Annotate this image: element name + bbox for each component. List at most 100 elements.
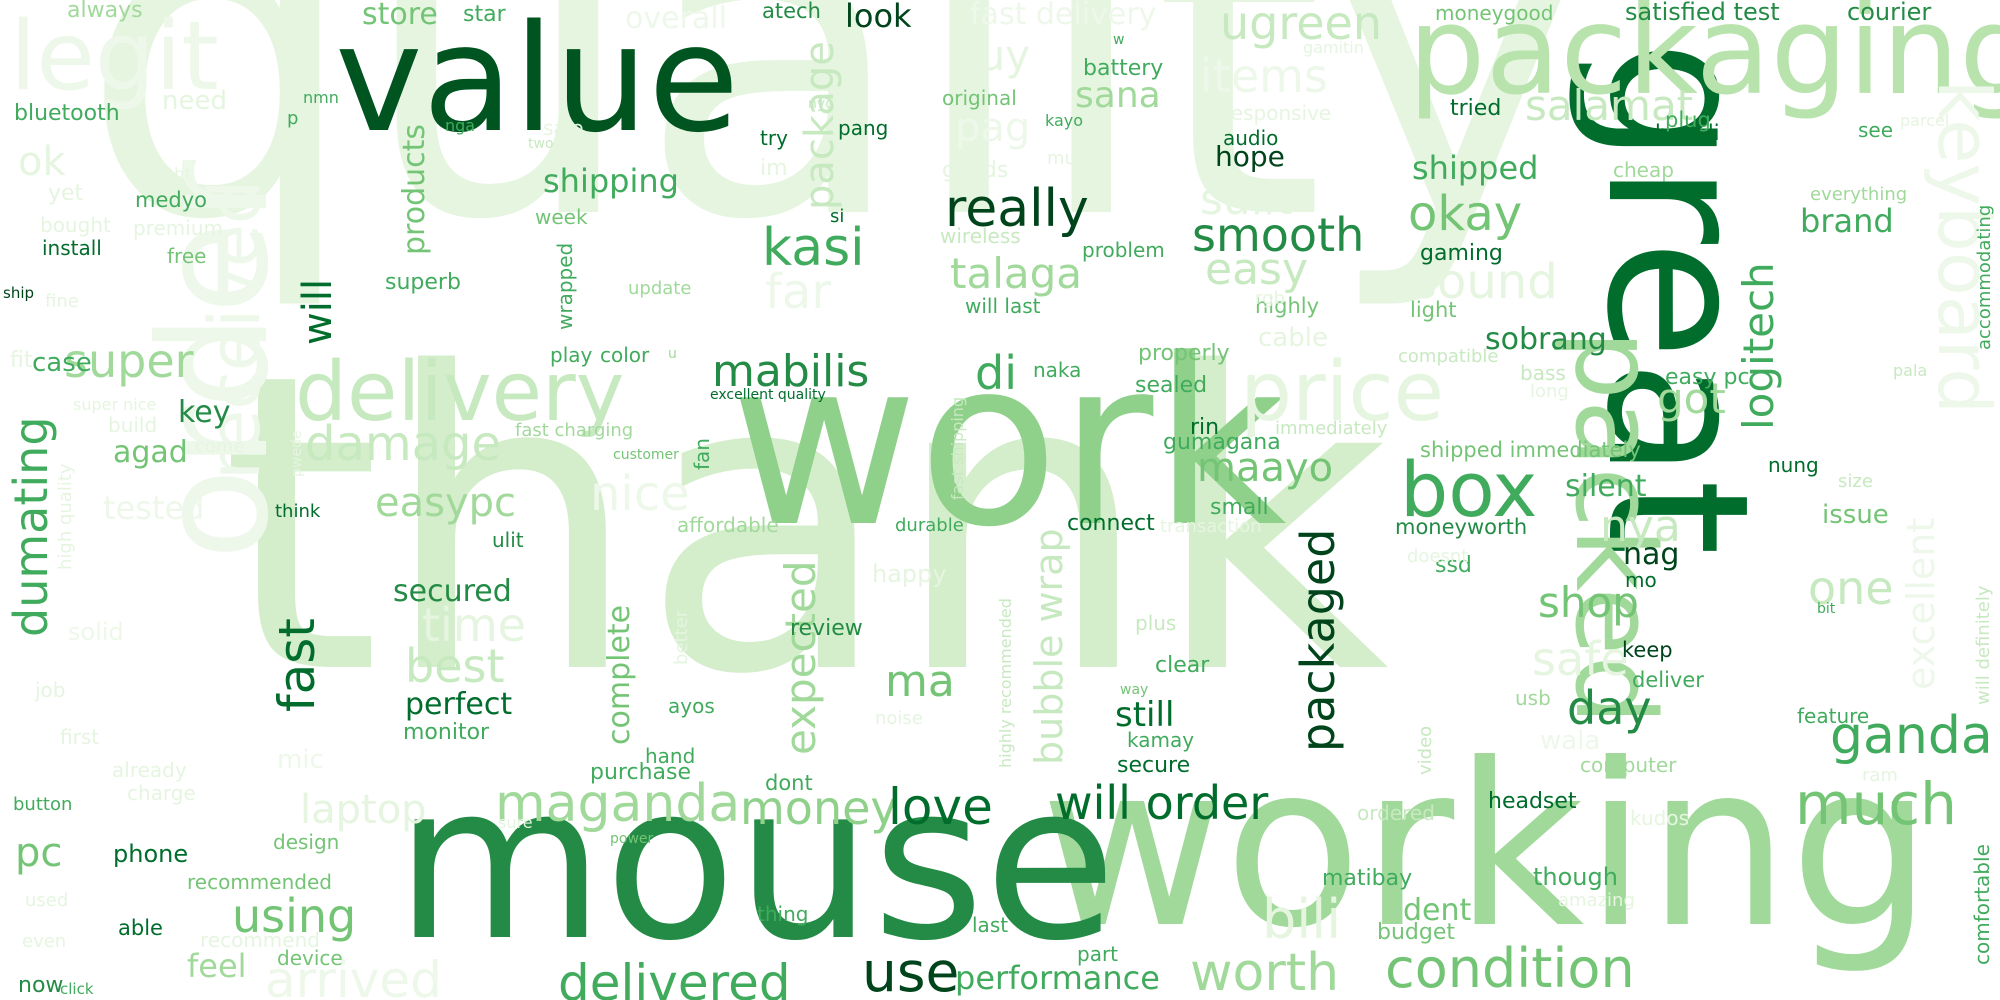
word-nag: nag <box>1623 537 1680 572</box>
word-thing: thing <box>757 902 809 926</box>
word-shipped-immediately: shipped immediately <box>1420 438 1641 462</box>
word-ship: ship <box>3 284 35 302</box>
word-transaction: transaction <box>1160 516 1262 537</box>
word-medyo: medyo <box>135 188 207 212</box>
word-fan: fan <box>690 438 714 470</box>
word-w: w <box>1113 32 1125 48</box>
word-damage: damage <box>305 416 502 472</box>
word-secured: secured <box>393 574 512 609</box>
word-will-definitely: will definitely <box>1973 585 1994 705</box>
word-highly-recommended: highly recommended <box>996 598 1015 768</box>
word-pwede: pwede <box>289 430 305 477</box>
word-usb: usb <box>1515 686 1551 710</box>
word-issue: issue <box>1822 500 1889 530</box>
word-mouse: mouse <box>395 737 1117 988</box>
word-silent: silent <box>1565 469 1647 504</box>
word-wireless: wireless <box>940 224 1021 248</box>
word-ganda: ganda <box>1830 706 1993 766</box>
word-properly: properly <box>1138 341 1230 366</box>
word-happy: happy <box>872 560 947 588</box>
word-packaged: packaged <box>1291 528 1345 752</box>
word-video: video <box>1415 725 1436 775</box>
word-design: design <box>273 830 340 854</box>
word-try: try <box>760 126 788 150</box>
word-think: think <box>275 501 321 522</box>
word-button: button <box>13 794 73 815</box>
word-super: super <box>64 334 194 388</box>
word-shop: shop <box>1538 578 1639 627</box>
word-buy: buy <box>952 31 1031 80</box>
word-gaming: gaming <box>1420 241 1503 266</box>
word-wala: wala <box>1540 726 1601 756</box>
word-condition: condition <box>1385 937 1635 1000</box>
word-love: love <box>888 778 993 836</box>
word-keep: keep <box>1622 638 1673 662</box>
word-will-last: will last <box>965 294 1041 318</box>
word-plug: plug <box>1665 108 1711 132</box>
word-money: money <box>740 781 898 835</box>
word-mo: mo <box>1625 568 1657 592</box>
word-pang: pang <box>838 116 889 140</box>
word-fast-shipping: fast shipping <box>948 396 967 500</box>
word-packaging: packaging <box>1408 0 2000 122</box>
word-two: two <box>528 136 554 152</box>
word-build: build <box>108 413 158 437</box>
word-monitor: monitor <box>403 720 490 745</box>
word-everything: everything <box>1810 184 1908 205</box>
word-ugreen: ugreen <box>1220 0 1383 50</box>
word-week: week <box>535 205 588 229</box>
word-way: way <box>1120 682 1149 698</box>
word-working: working <box>1040 716 1933 978</box>
word-feel: feel <box>187 947 247 985</box>
word-now: now <box>18 973 64 998</box>
word-play: play <box>550 343 593 367</box>
word-really: really <box>945 179 1089 239</box>
word-box: box <box>1400 445 1538 534</box>
word-deliver: deliver <box>1632 668 1704 692</box>
word-u: u <box>668 346 677 362</box>
word-budget: budget <box>1377 920 1455 945</box>
word-bluetooth: bluetooth <box>14 101 120 126</box>
word-size: size <box>1838 471 1873 492</box>
word-sale: sale <box>543 116 584 140</box>
word-got: got <box>1657 374 1726 423</box>
word-wrapped: wrapped <box>553 242 577 330</box>
word-better: better <box>671 609 692 665</box>
word-purchase: purchase <box>590 760 691 785</box>
word-even: even <box>22 931 67 952</box>
word-recommended: recommended <box>187 870 332 894</box>
word-responsive: responsive <box>1223 101 1332 125</box>
word-much: much <box>1795 770 1957 838</box>
word-first: first <box>60 725 100 749</box>
word-tried: tried <box>1450 96 1502 121</box>
word-package: package <box>797 41 843 210</box>
word-job: job <box>35 678 66 702</box>
word-cheap: cheap <box>1613 158 1674 182</box>
word-able: able <box>118 916 163 940</box>
word-secure: secure <box>1117 753 1191 778</box>
word-come: come <box>195 436 245 457</box>
word-courier: courier <box>1847 0 1932 26</box>
word-computer: computer <box>1580 753 1677 777</box>
word-click: click <box>60 980 94 998</box>
word-durable: durable <box>895 515 964 536</box>
word-light: light <box>1410 298 1457 322</box>
word-part: part <box>1077 942 1119 966</box>
word-nmn: nmn <box>303 88 339 107</box>
word-bili: bili <box>1262 888 1342 951</box>
word-nung: nung <box>1768 453 1819 477</box>
word-quality: quality <box>80 0 1586 316</box>
word-perfect: perfect <box>405 687 513 722</box>
word-items: items <box>1200 49 1328 103</box>
word-phone: phone <box>113 840 189 868</box>
word-rgb: rgb <box>1255 288 1285 309</box>
word-goods: goods <box>942 158 1009 183</box>
word-last: last <box>972 913 1009 937</box>
word-highly: highly <box>1255 294 1320 318</box>
word-nga: nga <box>445 116 476 135</box>
word-pala: pala <box>1893 361 1928 380</box>
word-cable: cable <box>1258 323 1328 353</box>
word-sulit: sulit <box>1200 174 1293 225</box>
word-see: see <box>1858 118 1894 142</box>
word-p: p <box>287 108 299 129</box>
